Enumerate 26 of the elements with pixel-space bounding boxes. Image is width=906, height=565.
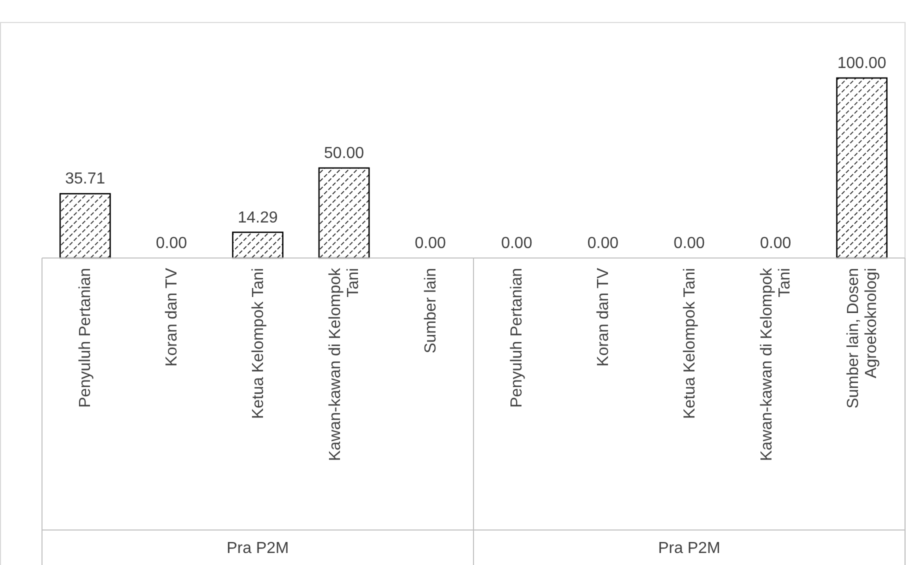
x-tick-label: Ketua Kelompok Tani bbox=[681, 268, 698, 419]
bar bbox=[836, 77, 888, 259]
data-label: 0.00 bbox=[156, 235, 188, 252]
x-tick-label: Penyuluh Pertanian bbox=[77, 268, 94, 408]
data-label: 0.00 bbox=[587, 235, 619, 252]
data-label: 35.71 bbox=[65, 170, 106, 188]
x-tick-label: Ketua Kelompok Tani bbox=[250, 268, 267, 419]
x-tick-label: Koran dan TV bbox=[594, 268, 612, 366]
x-tick-label: Sumber lain, Dosen Agroekoknologi bbox=[844, 268, 880, 409]
x-tick-label: Kawan-kawan di Kelompok Tani bbox=[327, 267, 362, 461]
data-label: 0.00 bbox=[760, 235, 792, 252]
text: Pra P2M bbox=[658, 540, 720, 557]
data-label: 0.00 bbox=[501, 235, 532, 252]
data-label: 0.00 bbox=[414, 235, 446, 252]
bar bbox=[318, 167, 370, 259]
x-tick-label: Kawan-kawan di Kelompok Tani bbox=[758, 267, 794, 461]
data-label: 0.00 bbox=[674, 235, 705, 252]
text: Pra P2M bbox=[226, 540, 289, 557]
x-tick-label: Sumber lain bbox=[422, 268, 440, 354]
bar bbox=[59, 193, 111, 259]
data-label: 14.29 bbox=[238, 209, 278, 226]
data-label: 100.00 bbox=[837, 55, 886, 72]
x-tick-label: Koran dan TV bbox=[163, 268, 180, 366]
x-tick-label: Penyuluh Pertanian bbox=[508, 268, 526, 408]
data-label: 50.00 bbox=[324, 145, 364, 162]
bar bbox=[232, 232, 284, 259]
